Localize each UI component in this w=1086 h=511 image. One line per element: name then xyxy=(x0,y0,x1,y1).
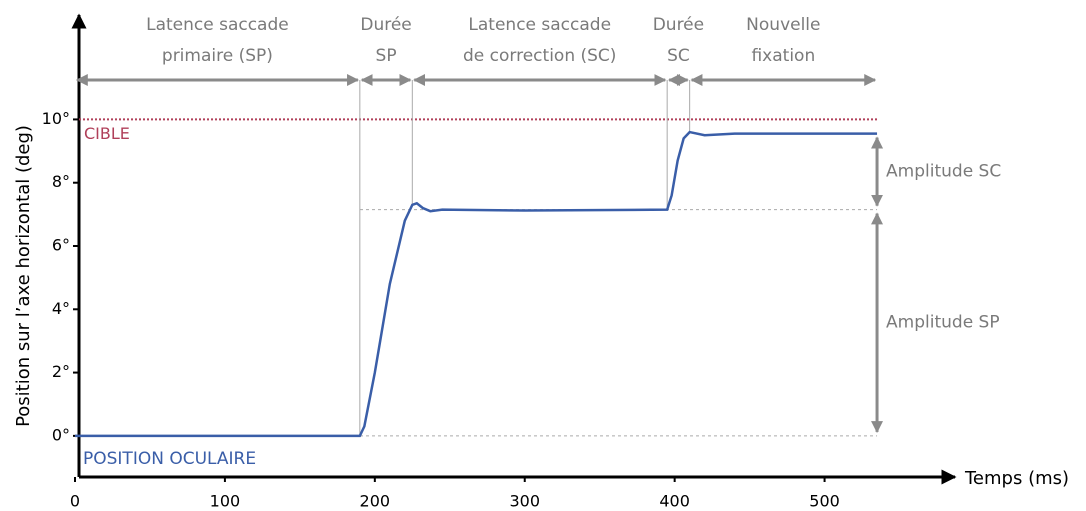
y-tick-label: 2° xyxy=(52,362,70,381)
phase-label: Durée xyxy=(360,15,411,35)
y-tick-label: 0° xyxy=(52,425,70,444)
phase-label: Latence saccade xyxy=(146,15,289,35)
y-tick-label: 8° xyxy=(52,172,70,191)
target-label: CIBLE xyxy=(84,124,130,143)
amplitude-label: Amplitude SP xyxy=(886,313,1000,333)
x-tick-label: 0 xyxy=(70,492,80,511)
phase-label: Nouvelle xyxy=(746,15,820,35)
y-axis-label: Position sur l’axe horizontal (deg) xyxy=(13,125,34,427)
x-tick-label: 500 xyxy=(809,492,840,511)
x-tick-label: 200 xyxy=(360,492,391,511)
amplitude-label: Amplitude SC xyxy=(886,162,1001,182)
y-tick-label: 4° xyxy=(52,299,70,318)
x-tick-label: 300 xyxy=(509,492,540,511)
x-tick-label: 100 xyxy=(210,492,241,511)
phase-label: SP xyxy=(376,46,397,66)
phase-label: primaire (SP) xyxy=(162,46,273,66)
x-tick-label: 400 xyxy=(659,492,690,511)
phase-label: fixation xyxy=(751,46,815,66)
phase-label: Durée xyxy=(653,15,704,35)
series-line xyxy=(75,130,878,438)
x-axis-label: Temps (ms) xyxy=(964,468,1069,489)
phase-label: Latence saccade xyxy=(468,15,611,35)
legend-label: POSITION OCULAIRE xyxy=(83,449,256,469)
phase-label: SC xyxy=(667,46,690,66)
y-tick-label: 6° xyxy=(52,236,70,255)
y-tick-label: 10° xyxy=(42,109,70,128)
phase-label: de correction (SC) xyxy=(463,46,616,66)
